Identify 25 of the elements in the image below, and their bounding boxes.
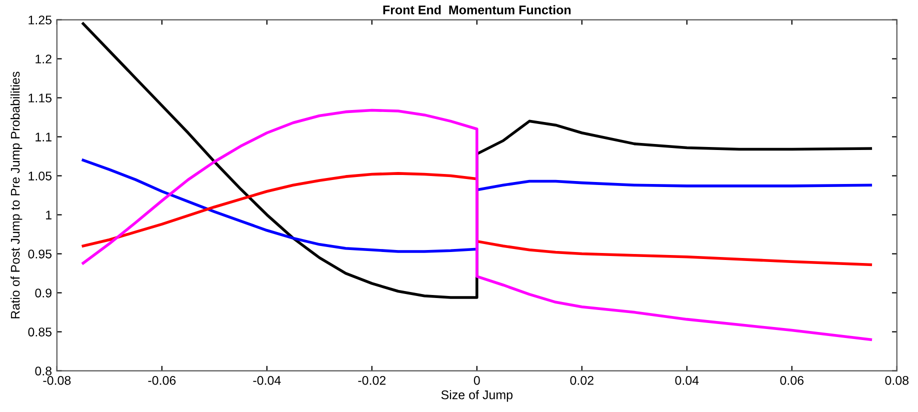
y-tick-label: 1.25 [28,16,52,24]
y-tick-label: 1.05 [28,172,52,180]
x-tick-label: -0.08 [43,376,71,385]
x-tick-label: 0.04 [675,376,699,385]
line-series [82,172,872,266]
line-series [82,108,872,341]
y-tick-label: 1.1 [36,132,52,142]
x-axis-title: Size of Jump [441,390,513,402]
y-axis-title: Ratio of Post Jump to Pre Jump Probabilities [10,72,22,318]
x-tick-label: 0.02 [570,376,594,385]
x-tick-label: 0.06 [780,376,804,385]
y-tick-label: 1.15 [28,94,52,102]
x-tick-label: -0.06 [148,376,176,385]
y-tick-label: 0.8 [35,366,52,376]
x-tick-label: -0.04 [253,376,281,385]
line-series [82,158,872,253]
x-tick-label: 0 [474,376,480,385]
x-tick-label: -0.02 [358,376,386,385]
y-tick-label: 1.2 [36,54,52,64]
y-tick-label: 0.95 [28,250,52,258]
y-tick-label: 0.9 [35,288,52,298]
y-tick-label: 0.85 [28,328,52,336]
y-tick-label: 1 [46,210,52,220]
chart-title: Front End Momentum Function [383,5,571,14]
x-tick-label: 0.08 [885,376,909,385]
